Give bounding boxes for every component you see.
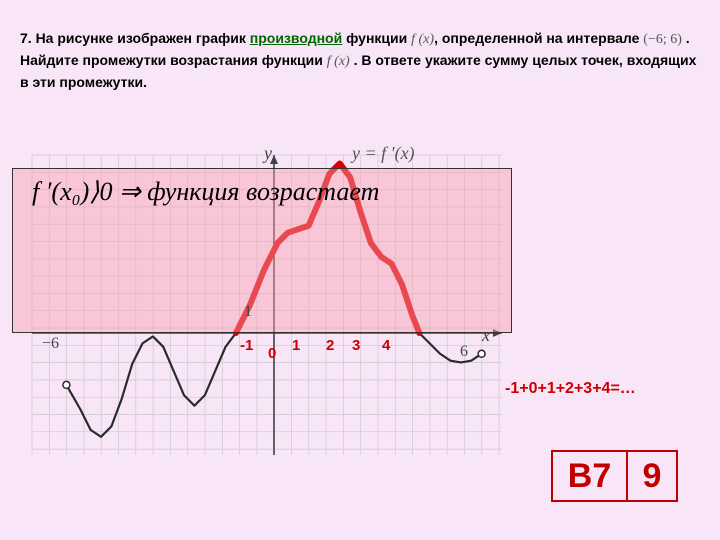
- answer-label: В7: [552, 451, 627, 501]
- red-tick-4: 4: [382, 337, 390, 354]
- problem-statement: 7. На рисунке изображен график производн…: [20, 28, 700, 93]
- interval: (−6; 6): [643, 32, 682, 47]
- red-tick-2: 2: [326, 337, 334, 354]
- answer-value: 9: [627, 451, 677, 501]
- fx1: f (x): [411, 32, 434, 47]
- derivative-word: производной: [250, 30, 342, 46]
- tick-neg6: −6: [42, 335, 59, 353]
- x-axis-label: x: [482, 325, 490, 346]
- tick-one: 1: [244, 303, 252, 321]
- mid1: функции: [342, 30, 411, 46]
- overlay-formula: f ′(x₀)⟩0 ⇒ функция возрастает: [32, 177, 379, 207]
- sum-expression: -1+0+1+2+3+4=…: [505, 380, 636, 398]
- answer-box: В7 9: [551, 450, 678, 502]
- function-label: y = f ′(x): [352, 143, 415, 164]
- red-tick-3: 3: [352, 337, 360, 354]
- fx2: f (x): [327, 54, 350, 69]
- y-axis-label: y: [264, 143, 272, 164]
- graph: f ′(x₀)⟩0 ⇒ функция возрастает y y = f ′…: [12, 135, 512, 465]
- tick-six: 6: [460, 343, 468, 361]
- prefix: 7. На рисунке изображен график: [20, 30, 250, 46]
- red-tick-0: 0: [268, 345, 276, 362]
- mid2: , определенной на интервале: [434, 30, 643, 46]
- red-tick-m1: -1: [240, 337, 253, 354]
- red-tick-1: 1: [292, 337, 300, 354]
